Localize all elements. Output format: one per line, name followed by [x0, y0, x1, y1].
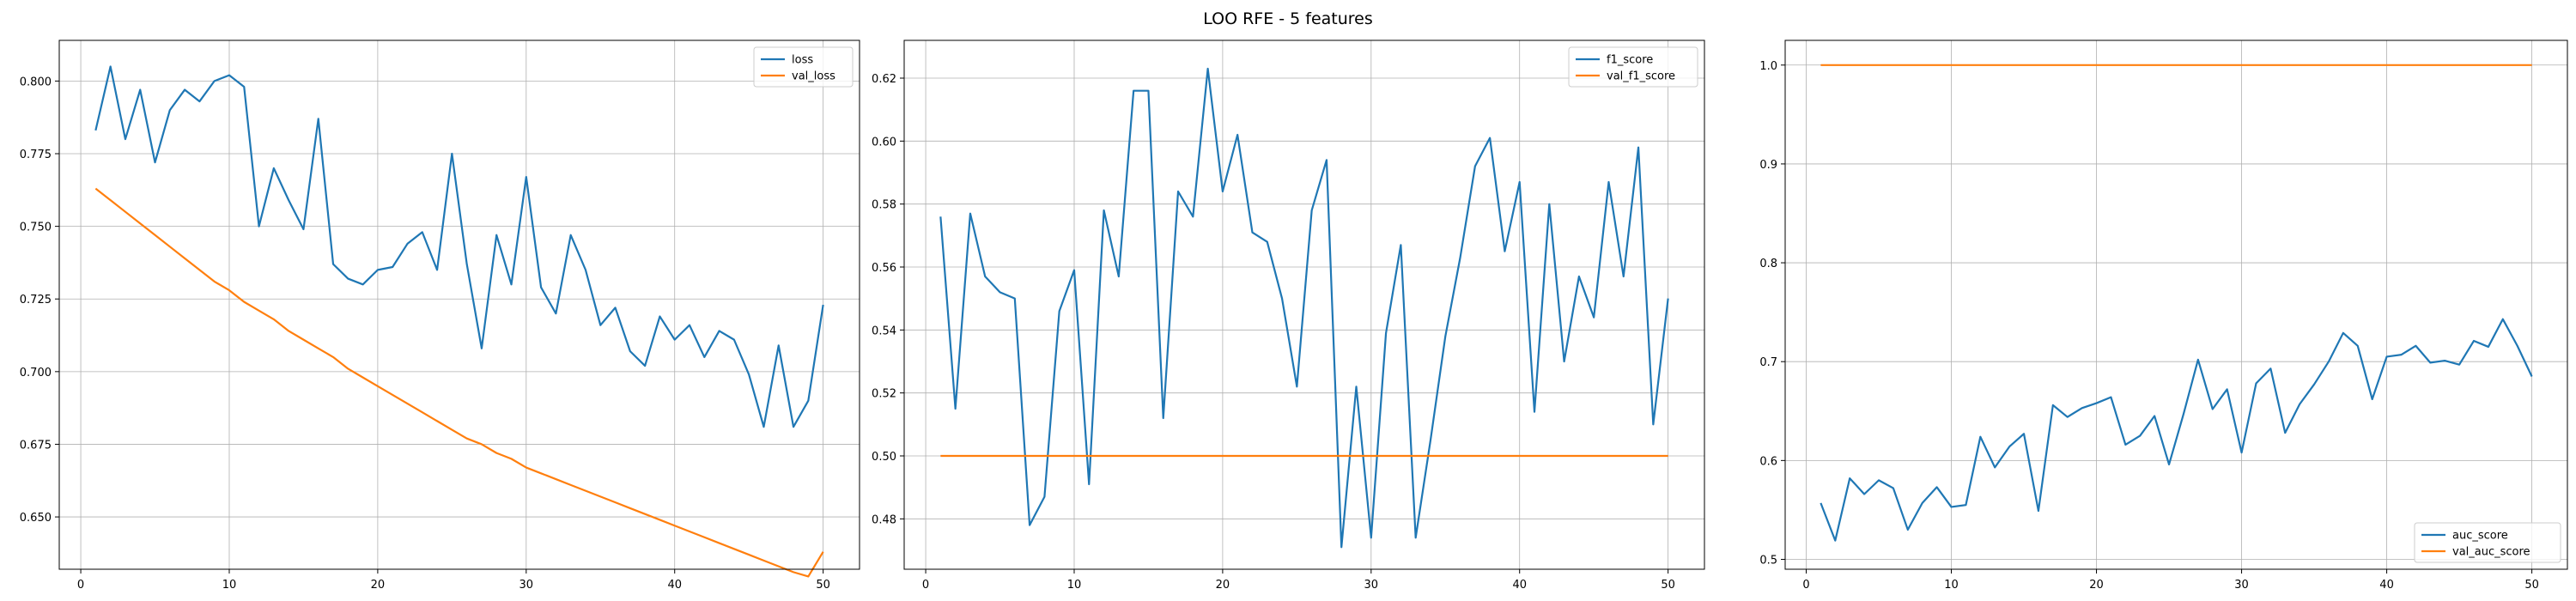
y-tick-label: 0.62	[872, 73, 896, 86]
legend-label-val-loss: val_loss	[792, 70, 835, 83]
y-tick-label: 0.800	[20, 76, 52, 88]
x-tick-label: 50	[2524, 579, 2539, 592]
x-tick-label: 0	[1802, 579, 1809, 592]
legend-label-f1-score: f1_score	[1607, 54, 1653, 67]
series-line-f1-score	[939, 67, 1669, 549]
axes-frame	[903, 39, 1705, 570]
y-tick-label: 0.5	[1759, 554, 1777, 567]
x-tick-label: 40	[667, 579, 682, 592]
x-tick-label: 20	[371, 579, 386, 592]
x-tick-label: 0	[77, 579, 84, 592]
x-tick-label: 30	[2234, 579, 2249, 592]
subplot-1: 0 10 20 30 40 50 0.650 0.675 0.700 0.725 0.750 0.77…	[20, 39, 860, 592]
y-tick-label: 0.725	[20, 294, 52, 307]
y-tick-label: 0.9	[1759, 159, 1777, 172]
y-tick-label: 0.56	[872, 262, 896, 275]
axes-frame	[1784, 39, 2568, 570]
legend-box	[2414, 522, 2561, 563]
legend-box	[1568, 46, 1698, 88]
x-tick-label: 20	[1216, 579, 1230, 592]
y-tick-label: 1.0	[1759, 60, 1777, 73]
y-tick-label: 0.48	[872, 513, 896, 526]
y-tick-label: 0.54	[872, 325, 896, 337]
x-tick-label: 10	[1067, 579, 1082, 592]
y-tick-label: 0.650	[20, 512, 52, 525]
x-tick-label: 50	[1661, 579, 1675, 592]
legend-label-val-auc-score: val_auc_score	[2452, 546, 2530, 559]
legend: loss val_loss	[753, 46, 854, 88]
figure-title: LOO RFE - 5 features	[1203, 9, 1373, 28]
series-line-val-loss	[94, 187, 824, 578]
y-tick-label: 0.700	[20, 367, 52, 379]
x-tick-label: 40	[1512, 579, 1527, 592]
y-tick-label: 0.750	[20, 222, 52, 234]
y-tick-label: 0.775	[20, 149, 52, 161]
legend-label-loss: loss	[792, 54, 813, 67]
x-tick-label: 30	[1364, 579, 1379, 592]
subplot-2: 0 10 20 30 40 50 0.48 0.50 0.52 0.54 0.56 0.58 0.60 0…	[872, 39, 1705, 592]
x-tick-label: 10	[222, 579, 237, 592]
legend: auc_score val_auc_score	[2414, 522, 2561, 563]
legend: f1_score val_f1_score	[1568, 46, 1698, 88]
y-tick-label: 0.58	[872, 199, 896, 212]
axes-frame	[58, 39, 860, 570]
x-tick-label: 20	[2089, 579, 2104, 592]
x-tick-label: 40	[2379, 579, 2394, 592]
x-tick-label: 10	[1944, 579, 1959, 592]
subplots: 0 10 20 30 40 500.6500.6750.7000.7250.7500.77…	[20, 39, 2568, 592]
legend-box	[753, 46, 854, 88]
x-tick-label: 30	[519, 579, 534, 592]
subplot-3: 0 10 20 30 40 50 0.5 0.6 0.7 0.8 0.9 1.0 auc_scoreva…	[1759, 39, 2568, 592]
y-tick-label: 0.50	[872, 451, 896, 464]
y-tick-label: 0.8	[1759, 258, 1777, 270]
y-tick-label: 0.52	[872, 388, 896, 401]
series-line-loss	[94, 65, 824, 428]
y-tick-label: 0.60	[872, 136, 896, 149]
series-line-auc-score	[1820, 318, 2533, 542]
y-tick-label: 0.675	[20, 439, 52, 452]
legend-label-auc-score: auc_score	[2452, 530, 2508, 543]
legend-label-val-f1-score: val_f1_score	[1607, 70, 1675, 83]
x-tick-label: 0	[922, 579, 929, 592]
y-tick-label: 0.6	[1759, 455, 1777, 468]
x-tick-label: 50	[816, 579, 830, 592]
y-tick-label: 0.7	[1759, 356, 1777, 369]
